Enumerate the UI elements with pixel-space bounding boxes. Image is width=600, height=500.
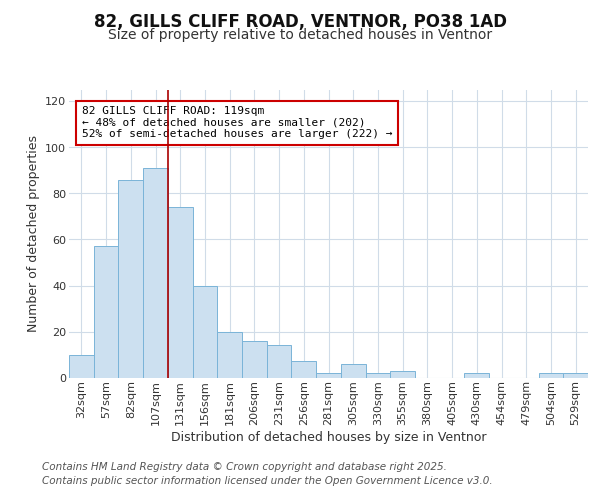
- Bar: [267, 346, 292, 378]
- Bar: [217, 332, 242, 378]
- Bar: [292, 362, 316, 378]
- Y-axis label: Number of detached properties: Number of detached properties: [26, 135, 40, 332]
- X-axis label: Distribution of detached houses by size in Ventnor: Distribution of detached houses by size …: [171, 431, 486, 444]
- Bar: [69, 354, 94, 378]
- Bar: [118, 180, 143, 378]
- Bar: [316, 373, 341, 378]
- Text: 82 GILLS CLIFF ROAD: 119sqm
← 48% of detached houses are smaller (202)
52% of se: 82 GILLS CLIFF ROAD: 119sqm ← 48% of det…: [82, 106, 392, 140]
- Bar: [390, 370, 415, 378]
- Bar: [242, 340, 267, 378]
- Bar: [341, 364, 365, 378]
- Bar: [94, 246, 118, 378]
- Text: Contains HM Land Registry data © Crown copyright and database right 2025.: Contains HM Land Registry data © Crown c…: [42, 462, 447, 472]
- Bar: [168, 208, 193, 378]
- Bar: [539, 373, 563, 378]
- Bar: [143, 168, 168, 378]
- Bar: [464, 373, 489, 378]
- Bar: [365, 373, 390, 378]
- Text: Size of property relative to detached houses in Ventnor: Size of property relative to detached ho…: [108, 28, 492, 42]
- Text: 82, GILLS CLIFF ROAD, VENTNOR, PO38 1AD: 82, GILLS CLIFF ROAD, VENTNOR, PO38 1AD: [94, 12, 506, 30]
- Bar: [193, 286, 217, 378]
- Bar: [563, 373, 588, 378]
- Text: Contains public sector information licensed under the Open Government Licence v3: Contains public sector information licen…: [42, 476, 493, 486]
